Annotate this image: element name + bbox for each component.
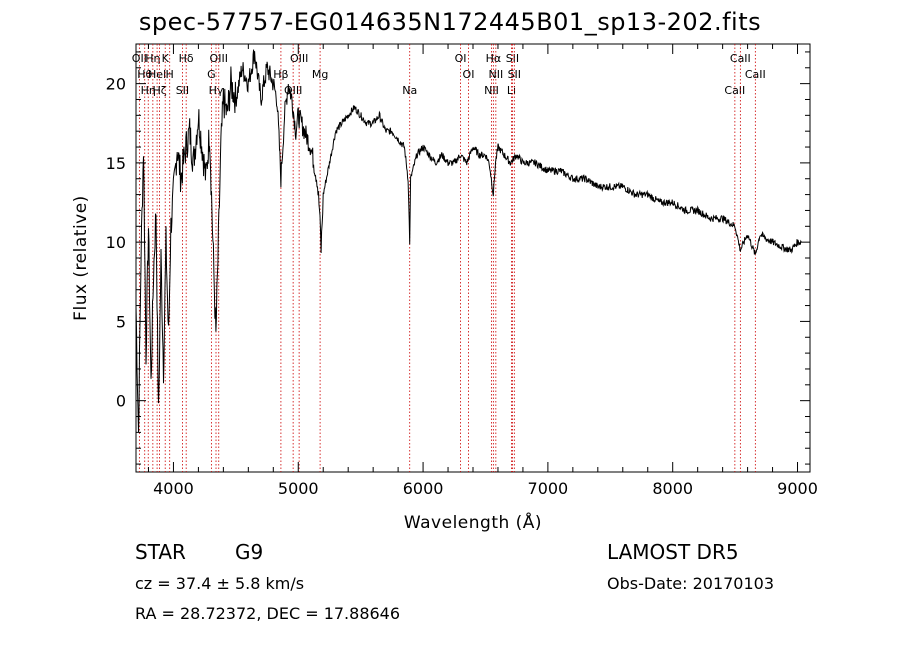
line-marker-label: NII: [488, 68, 503, 81]
y-tick-label: 15: [106, 154, 126, 173]
line-marker-label: OI: [463, 68, 475, 81]
y-tick-label: 10: [106, 233, 126, 252]
line-marker-label: Hη: [141, 84, 156, 97]
y-tick-label: 20: [106, 75, 126, 94]
class-label: STAR: [135, 540, 186, 564]
y-axis-label: Flux (relative): [71, 195, 91, 321]
subclass-label: G9: [235, 540, 264, 564]
line-marker-label: OIII: [284, 84, 302, 97]
line-marker-label: SII: [506, 52, 519, 65]
line-marker-label: Mg: [312, 68, 328, 81]
line-marker-label: OIII: [210, 52, 228, 65]
line-marker-label: G: [207, 68, 216, 81]
line-marker-label: Li: [507, 84, 516, 97]
y-tick-label: 0: [116, 392, 126, 411]
x-axis-label: Wavelength (Å): [404, 511, 542, 533]
coords-text: RA = 28.72372, DEC = 17.88646: [135, 604, 401, 623]
line-marker-label: K: [162, 52, 170, 65]
survey-label: LAMOST DR5: [607, 540, 739, 564]
line-marker-label: HeI: [148, 68, 166, 81]
chart-title: spec-57757-EG014635N172445B01_sp13-202.f…: [138, 8, 762, 36]
x-tick-label: 9000: [777, 479, 818, 498]
line-marker-label: OI: [455, 52, 467, 65]
x-tick-label: 8000: [652, 479, 693, 498]
line-marker-label: Na: [402, 84, 417, 97]
line-marker-label: CaII: [724, 84, 745, 97]
line-marker-label: H: [166, 68, 174, 81]
line-marker-label: Hα: [486, 52, 502, 65]
x-tick-label: 7000: [528, 479, 569, 498]
x-tick-label: 6000: [403, 479, 444, 498]
line-marker-label: OIII: [290, 52, 308, 65]
x-tick-label: 5000: [278, 479, 319, 498]
line-marker-label: Hδ: [179, 52, 194, 65]
line-marker-label: SII: [176, 84, 189, 97]
line-marker-label: OII: [132, 52, 147, 65]
x-tick-label: 4000: [153, 479, 194, 498]
line-marker-label: CaII: [730, 52, 751, 65]
plot-frame: [135, 43, 811, 473]
line-marker-label: SII: [508, 68, 521, 81]
line-marker-label: CaII: [745, 68, 766, 81]
line-marker-label: NII: [484, 84, 499, 97]
line-marker-label: Hγ: [209, 84, 224, 97]
redshift-text: cz = 37.4 ± 5.8 km/s: [135, 574, 305, 593]
y-tick-label: 5: [116, 312, 126, 331]
line-marker-label: Hθ: [137, 68, 152, 81]
line-marker-label: Hζ: [152, 84, 166, 97]
obs-date-text: Obs-Date: 20170103: [607, 574, 775, 593]
line-marker-label: Hβ: [273, 68, 288, 81]
line-marker-label: Hη: [145, 52, 160, 65]
spectrum-line: [135, 49, 802, 433]
